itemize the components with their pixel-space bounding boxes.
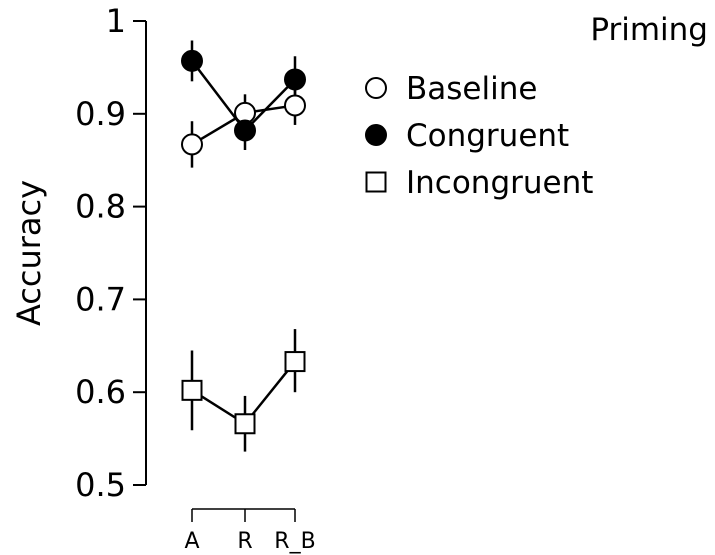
y-tick-label: 0.8	[75, 188, 126, 226]
y-tick-label: 0.7	[75, 280, 126, 318]
legend-title: Priming	[590, 12, 708, 48]
point-baseline	[284, 94, 306, 117]
legend-marker-incongruent	[365, 171, 387, 193]
legend-label-baseline: Baseline	[406, 71, 537, 107]
series-layer	[181, 40, 306, 452]
point-congruent	[181, 49, 203, 72]
legend-label-congruent: Congruent	[406, 118, 569, 154]
y-tick-label: 0.5	[75, 466, 126, 504]
legend-label-incongruent: Incongruent	[406, 165, 593, 201]
y-axis-title: Accuracy	[10, 180, 48, 326]
legend-marker-baseline	[365, 77, 387, 99]
x-tick-label: A	[184, 529, 199, 554]
y-tick-label: 0.6	[75, 373, 126, 411]
x-tick-label: R_B	[274, 529, 315, 554]
point-incongruent	[181, 379, 203, 401]
y-tick-label: 1	[106, 2, 126, 40]
point-congruent	[234, 119, 256, 142]
y-axis: 0.5 0.6 0.7 0.8 0.9 1	[75, 2, 147, 504]
point-congruent	[284, 68, 306, 91]
point-incongruent	[234, 413, 256, 435]
x-tick-label: R	[237, 529, 252, 554]
point-baseline	[181, 133, 203, 156]
y-tick-label: 0.9	[75, 95, 126, 133]
legend: Priming Baseline Congruent Incongruent	[365, 12, 708, 201]
legend-marker-congruent	[365, 124, 387, 146]
x-axis: A R R_B	[184, 508, 316, 554]
point-incongruent	[284, 351, 306, 373]
